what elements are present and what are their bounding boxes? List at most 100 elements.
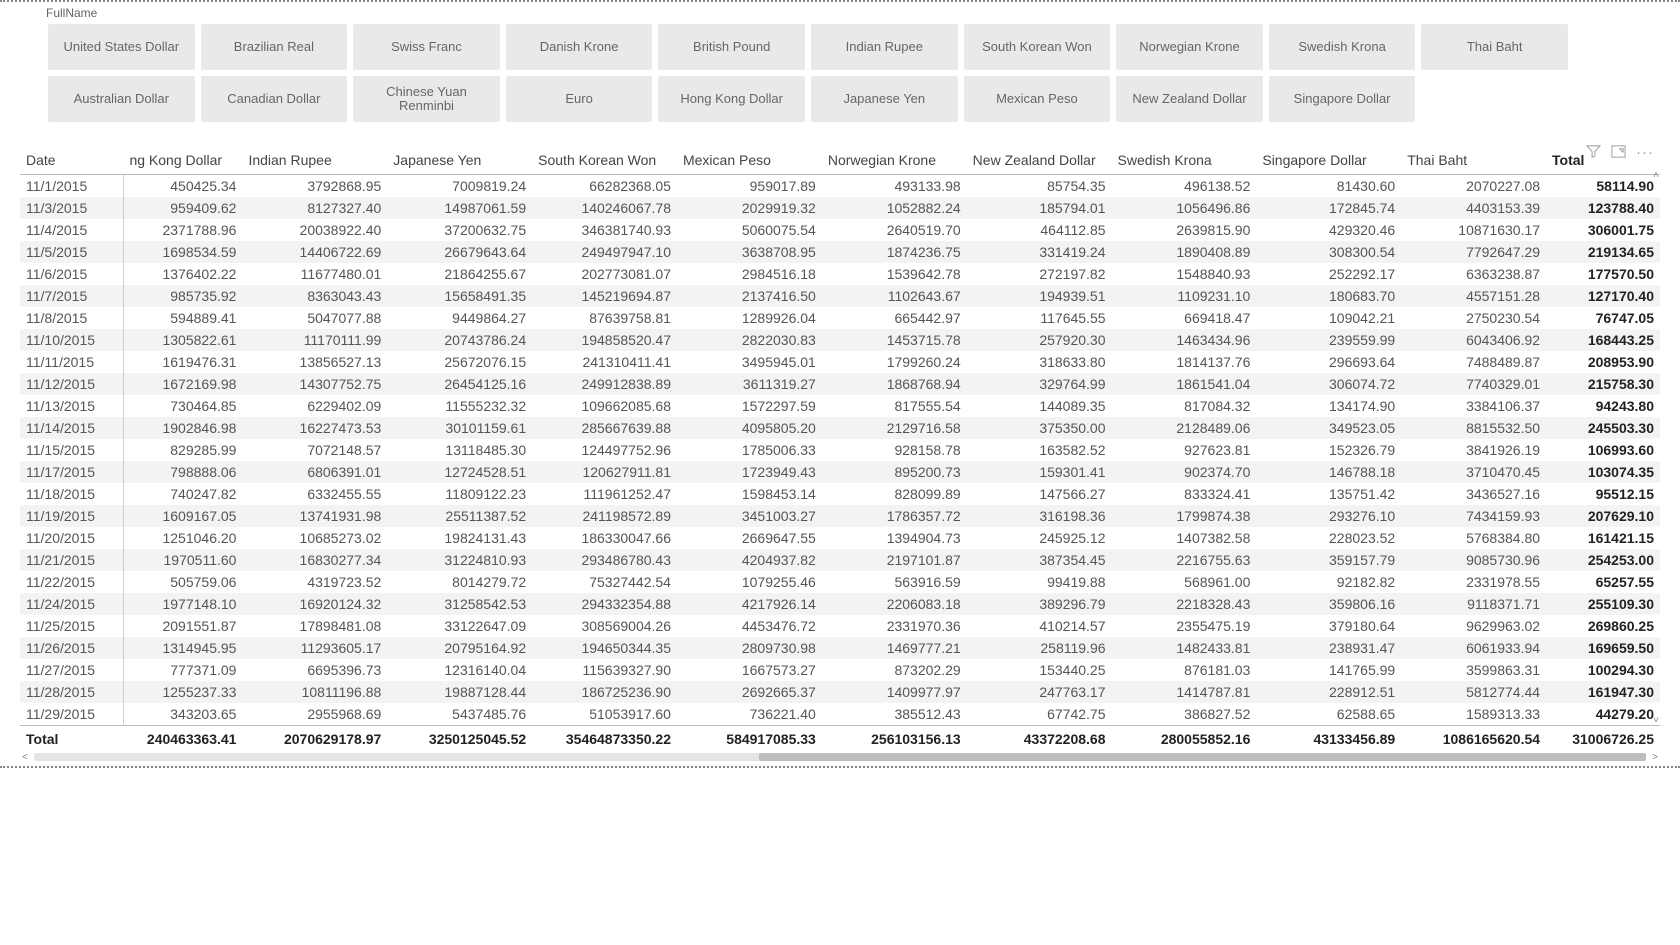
value-cell: 65257.55 [1546, 571, 1660, 593]
column-header[interactable]: Indian Rupee [242, 146, 387, 175]
value-cell: 7009819.24 [387, 175, 532, 198]
slicer-button[interactable]: Swiss Franc [353, 24, 500, 70]
scrollbar-thumb[interactable] [759, 753, 1646, 761]
table-row[interactable]: 11/1/2015450425.343792868.957009819.2466… [20, 175, 1660, 198]
value-cell: 9085730.96 [1401, 549, 1546, 571]
filter-icon[interactable] [1586, 144, 1601, 163]
value-cell: 169659.50 [1546, 637, 1660, 659]
column-header[interactable]: Date [20, 146, 123, 175]
scroll-up-icon[interactable]: ˄ [1651, 170, 1661, 181]
table-row[interactable]: 11/19/20151609167.0513741931.9825511387.… [20, 505, 1660, 527]
value-cell: 249912838.89 [532, 373, 677, 395]
slicer-button[interactable]: Brazilian Real [201, 24, 348, 70]
slicer-button[interactable]: Swedish Krona [1269, 24, 1416, 70]
column-header[interactable]: South Korean Won [532, 146, 677, 175]
value-cell: 241198572.89 [532, 505, 677, 527]
slicer-button[interactable]: Norwegian Krone [1116, 24, 1263, 70]
slicer-button[interactable]: British Pound [658, 24, 805, 70]
slicer-button[interactable]: Singapore Dollar [1269, 76, 1416, 122]
scroll-right-icon[interactable]: > [1650, 752, 1660, 763]
slicer-button[interactable]: Australian Dollar [48, 76, 195, 122]
slicer-button[interactable]: South Korean Won [964, 24, 1111, 70]
table-row[interactable]: 11/7/2015985735.928363043.4315658491.351… [20, 285, 1660, 307]
table-row[interactable]: 11/18/2015740247.826332455.5511809122.23… [20, 483, 1660, 505]
value-cell: 81430.60 [1256, 175, 1401, 198]
value-cell: 833324.41 [1112, 483, 1257, 505]
value-cell: 1786357.72 [822, 505, 967, 527]
slicer-button[interactable]: Hong Kong Dollar [658, 76, 805, 122]
value-cell: 2129716.58 [822, 417, 967, 439]
value-cell: 346381740.93 [532, 219, 677, 241]
date-cell: 11/15/2015 [20, 439, 123, 461]
value-cell: 359157.79 [1256, 549, 1401, 571]
table-row[interactable]: 11/26/20151314945.9511293605.1720795164.… [20, 637, 1660, 659]
value-cell: 6229402.09 [242, 395, 387, 417]
table-row[interactable]: 11/8/2015594889.415047077.889449864.2787… [20, 307, 1660, 329]
table-row[interactable]: 11/17/2015798888.066806391.0112724528.51… [20, 461, 1660, 483]
column-header[interactable]: Norwegian Krone [822, 146, 967, 175]
column-header[interactable]: Mexican Peso [677, 146, 822, 175]
table-row[interactable]: 11/28/20151255237.3310811196.8819887128.… [20, 681, 1660, 703]
table-row[interactable]: 11/29/2015343203.652955968.695437485.765… [20, 703, 1660, 726]
value-cell: 25672076.15 [387, 351, 532, 373]
column-header[interactable]: New Zealand Dollar [967, 146, 1112, 175]
column-header[interactable]: Singapore Dollar [1256, 146, 1401, 175]
table-row[interactable]: 11/15/2015829285.997072148.5713118485.30… [20, 439, 1660, 461]
column-header[interactable]: Japanese Yen [387, 146, 532, 175]
column-header[interactable]: ng Kong Dollar [123, 146, 242, 175]
slicer-button[interactable]: Canadian Dollar [201, 76, 348, 122]
value-cell: 928158.78 [822, 439, 967, 461]
horizontal-scrollbar[interactable]: < > [20, 750, 1660, 764]
value-cell: 207629.10 [1546, 505, 1660, 527]
value-cell: 13856527.13 [242, 351, 387, 373]
value-cell: 9118371.71 [1401, 593, 1546, 615]
column-header[interactable]: Swedish Krona [1112, 146, 1257, 175]
total-cell: 3250125045.52 [387, 726, 532, 751]
slicer-button[interactable]: Chinese Yuan Renminbi [353, 76, 500, 122]
focus-mode-icon[interactable] [1611, 144, 1626, 163]
slicer-button[interactable]: United States Dollar [48, 24, 195, 70]
slicer-button[interactable]: Japanese Yen [811, 76, 958, 122]
scrollbar-track[interactable] [34, 753, 1646, 761]
slicer-button[interactable]: Mexican Peso [964, 76, 1111, 122]
scroll-left-icon[interactable]: < [20, 752, 30, 763]
value-cell: 389296.79 [967, 593, 1112, 615]
value-cell: 359806.16 [1256, 593, 1401, 615]
value-cell: 4217926.14 [677, 593, 822, 615]
slicer-button[interactable]: Danish Krone [506, 24, 653, 70]
table-row[interactable]: 11/27/2015777371.096695396.7312316140.04… [20, 659, 1660, 681]
value-cell: 2331978.55 [1401, 571, 1546, 593]
table-row[interactable]: 11/3/2015959409.628127327.4014987061.591… [20, 197, 1660, 219]
table-row[interactable]: 11/21/20151970511.6016830277.3431224810.… [20, 549, 1660, 571]
slicer-button[interactable]: New Zealand Dollar [1116, 76, 1263, 122]
table-row[interactable]: 11/25/20152091551.8717898481.0833122647.… [20, 615, 1660, 637]
table-row[interactable]: 11/20/20151251046.2010685273.0219824131.… [20, 527, 1660, 549]
table-row[interactable]: 11/5/20151698534.5914406722.6926679643.6… [20, 241, 1660, 263]
scroll-down-icon[interactable]: ˅ [1651, 715, 1661, 726]
table-row[interactable]: 11/24/20151977148.1016920124.3231258542.… [20, 593, 1660, 615]
value-cell: 109662085.68 [532, 395, 677, 417]
value-cell: 2070227.08 [1401, 175, 1546, 198]
table-row[interactable]: 11/22/2015505759.064319723.528014279.727… [20, 571, 1660, 593]
table-row[interactable]: 11/10/20151305822.6111170111.9920743786.… [20, 329, 1660, 351]
slicer-button[interactable]: Euro [506, 76, 653, 122]
table-row[interactable]: 11/14/20151902846.9816227473.5330101159.… [20, 417, 1660, 439]
value-cell: 146788.18 [1256, 461, 1401, 483]
table-row[interactable]: 11/4/20152371788.9620038922.4037200632.7… [20, 219, 1660, 241]
value-cell: 168443.25 [1546, 329, 1660, 351]
value-cell: 238931.47 [1256, 637, 1401, 659]
value-cell: 1814137.76 [1112, 351, 1257, 373]
table-row[interactable]: 11/13/2015730464.856229402.0911555232.32… [20, 395, 1660, 417]
slicer-button[interactable]: Indian Rupee [811, 24, 958, 70]
value-cell: 241310411.41 [532, 351, 677, 373]
more-options-icon[interactable]: ··· [1636, 144, 1654, 163]
table-row[interactable]: 11/6/20151376402.2211677480.0121864255.6… [20, 263, 1660, 285]
table-row[interactable]: 11/11/20151619476.3113856527.1325672076.… [20, 351, 1660, 373]
slicer-button[interactable]: Thai Baht [1421, 24, 1568, 70]
value-cell: 140246067.78 [532, 197, 677, 219]
date-cell: 11/28/2015 [20, 681, 123, 703]
vertical-scrollbar[interactable]: ˄ ˅ [1650, 170, 1662, 726]
column-header[interactable]: Thai Baht [1401, 146, 1546, 175]
table-row[interactable]: 11/12/20151672169.9814307752.7526454125.… [20, 373, 1660, 395]
value-cell: 194858520.47 [532, 329, 677, 351]
